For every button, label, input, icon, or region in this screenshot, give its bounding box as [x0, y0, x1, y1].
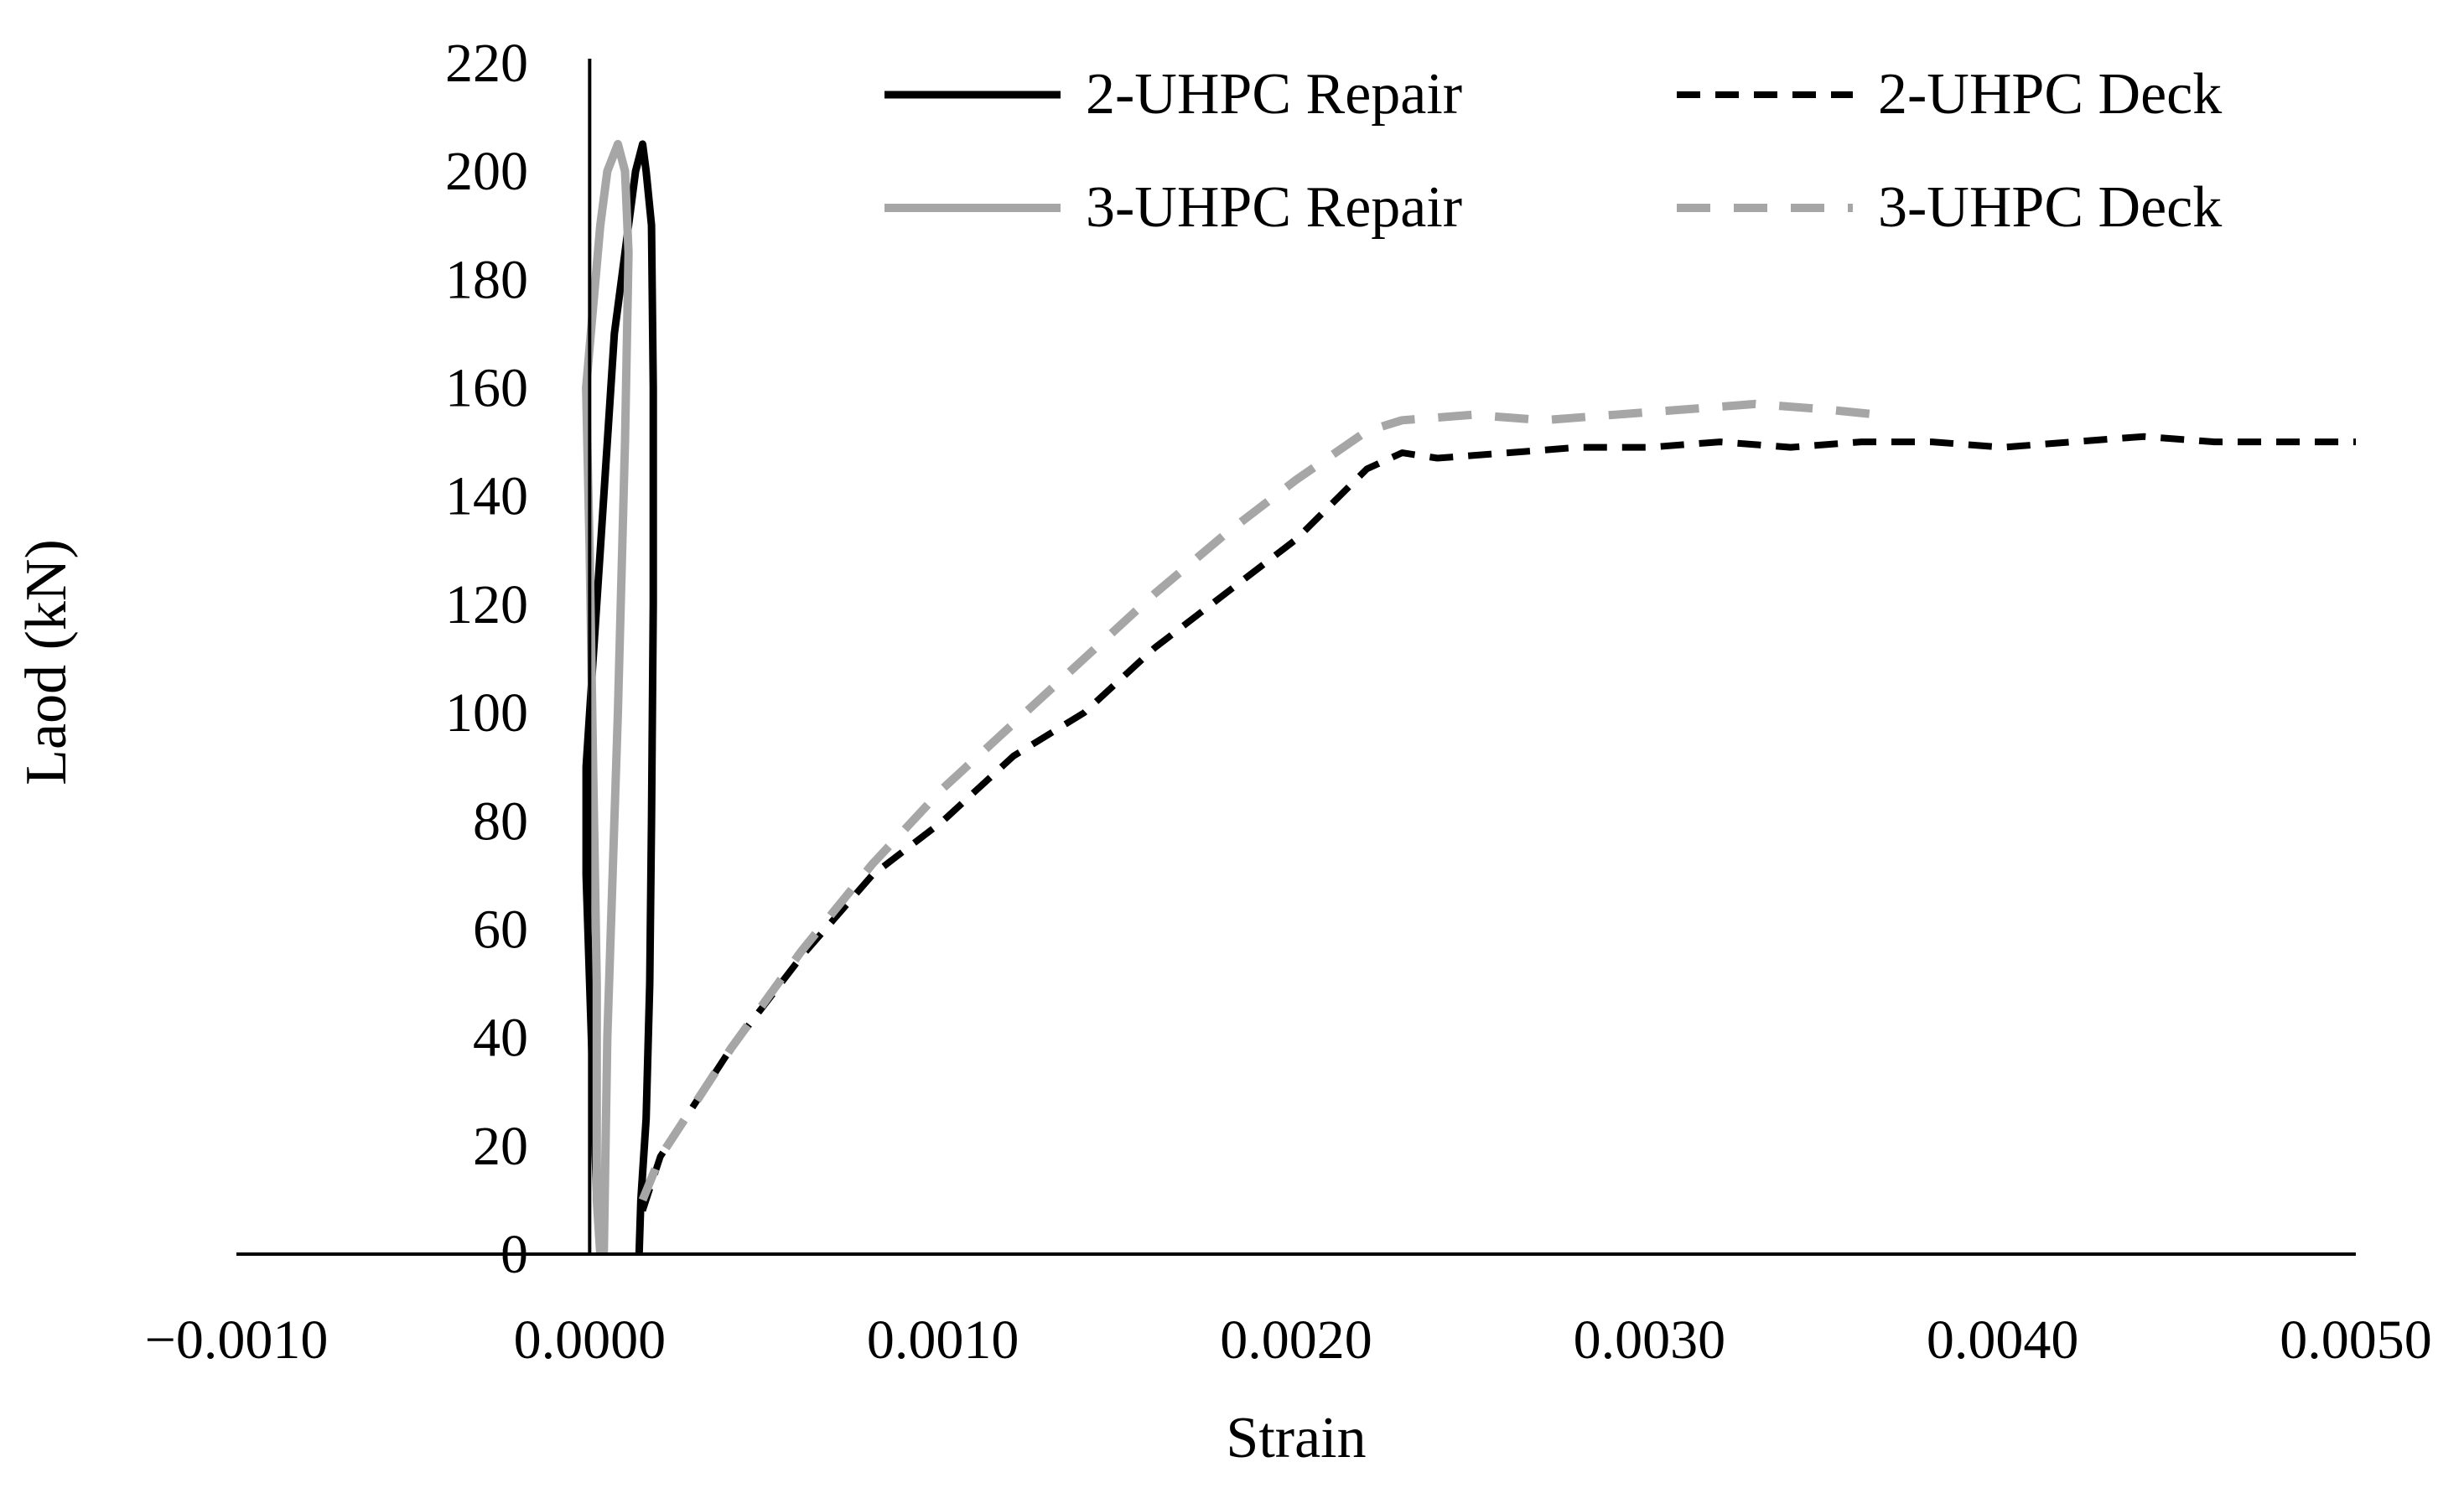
y-tick-labels: 0 20 40 60 80 100 120 140 160 180 200 220 — [445, 33, 528, 1285]
x-axis-title: Strain — [1226, 1406, 1366, 1470]
x-tick-label: −0.0010 — [145, 1309, 329, 1371]
x-tick-labels: −0.0010 0.0000 0.0010 0.0020 0.0030 0.0040 0.0… — [145, 1309, 2432, 1371]
y-tick-label: 60 — [473, 899, 528, 960]
series-line-2-uhpc-deck — [639, 433, 2356, 1212]
legend: 2-UHPC Repair 2-UHPC Deck 3-UHPC Repair 3-U… — [884, 62, 2222, 240]
legend-label: 3-UHPC Repair — [1086, 175, 1462, 240]
axes — [236, 59, 2356, 1256]
y-tick-label: 180 — [445, 249, 528, 310]
y-tick-label: 200 — [445, 141, 528, 202]
y-tick-label: 220 — [445, 33, 528, 94]
x-tick-label: 0.0030 — [1574, 1309, 1726, 1371]
y-tick-label: 80 — [473, 791, 528, 852]
plot-lines — [582, 139, 2356, 1255]
y-tick-label: 100 — [445, 682, 528, 744]
y-tick-label: 20 — [473, 1116, 528, 1177]
y-tick-label: 120 — [445, 574, 528, 635]
legend-label: 2-UHPC Deck — [1878, 62, 2222, 127]
y-axis-title: Laod (kN) — [14, 539, 79, 785]
legend-label: 2-UHPC Repair — [1086, 62, 1462, 127]
x-tick-label: 0.0050 — [2280, 1309, 2432, 1371]
x-tick-label: 0.0020 — [1220, 1309, 1372, 1371]
y-tick-label: 40 — [473, 1008, 528, 1069]
y-tick-label: 0 — [501, 1224, 528, 1285]
x-tick-label: 0.0040 — [1927, 1309, 2079, 1371]
series-line-3-uhpc-deck — [638, 399, 1880, 1202]
y-tick-label: 160 — [445, 358, 528, 419]
series-line-3-uhpc-repair — [582, 139, 633, 1255]
y-tick-label: 140 — [445, 466, 528, 527]
legend-label: 3-UHPC Deck — [1878, 175, 2222, 240]
x-tick-label: 0.0000 — [514, 1309, 667, 1371]
x-tick-label: 0.0010 — [867, 1309, 1019, 1371]
